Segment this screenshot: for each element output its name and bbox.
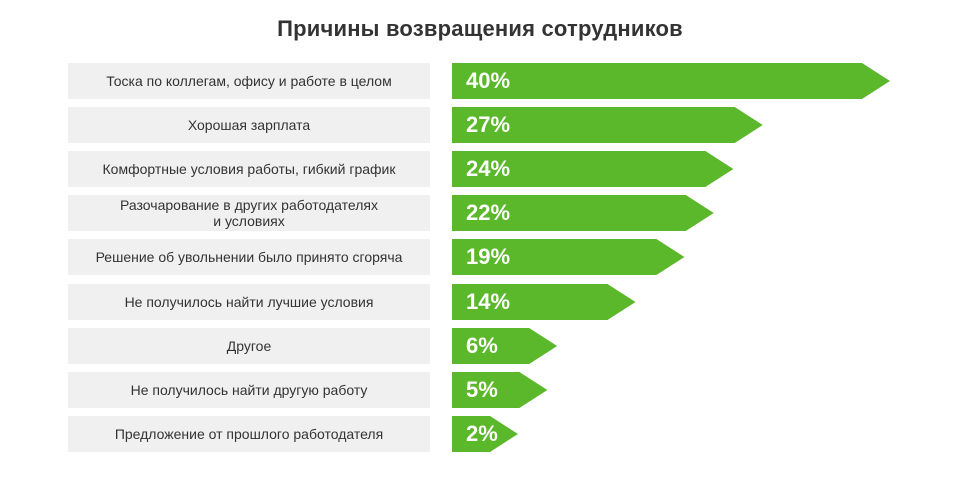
bar-value-label: 19%	[466, 244, 511, 270]
bar-row: Тоска по коллегам, офису и работе в цело…	[0, 63, 960, 99]
bar-svg	[452, 415, 518, 452]
bar-value-label: 14%	[466, 288, 511, 314]
bar-svg	[452, 195, 714, 232]
bar-value-label: 24%	[466, 156, 511, 182]
bar	[452, 327, 558, 364]
bar-row: Разочарование в других работодателях и у…	[0, 195, 960, 232]
bar	[452, 415, 518, 452]
category-label: Не получилось найти лучшие условия	[68, 283, 430, 320]
bar	[452, 239, 685, 276]
bar	[452, 195, 714, 232]
chart-title: Причины возвращения сотрудников	[277, 16, 683, 41]
category-label: Предложение от прошлого работодателя	[68, 415, 430, 452]
bar-value-label: 22%	[466, 200, 511, 226]
bar-svg	[452, 239, 685, 276]
bar	[452, 63, 890, 99]
bar-row: Не получилось найти лучшие условия 14%	[0, 283, 960, 320]
bar	[452, 283, 636, 320]
bar-svg	[452, 283, 636, 320]
category-label: Разочарование в других работодателях и у…	[68, 195, 430, 232]
bar-row: Не получилось найти другую работу 5%	[0, 371, 960, 408]
bar-row: Комфортные условия работы, гибкий график…	[0, 151, 960, 188]
category-label: Другое	[68, 327, 430, 364]
bar-row: Решение об увольнении было принято сгоря…	[0, 239, 960, 276]
category-label: Хорошая зарплата	[68, 107, 430, 144]
bar-row: Хорошая зарплата 27%	[0, 107, 960, 144]
bar-svg	[452, 107, 763, 144]
bar	[452, 371, 548, 408]
category-label: Тоска по коллегам, офису и работе в цело…	[68, 63, 430, 99]
bar-value-label: 5%	[466, 376, 498, 402]
bar-row: Другое 6%	[0, 327, 960, 364]
bar-value-label: 40%	[466, 68, 511, 93]
bar-row: Предложение от прошлого работодателя 2%	[0, 415, 960, 452]
category-label: Комфортные условия работы, гибкий график	[68, 151, 430, 188]
bar-svg	[452, 371, 548, 408]
bar	[452, 151, 734, 188]
bar	[452, 107, 763, 144]
bar-svg	[452, 151, 734, 188]
bar-value-label: 27%	[466, 112, 511, 138]
bar-svg	[452, 327, 558, 364]
category-label: Не получилось найти другую работу	[68, 371, 430, 408]
bar-value-label: 6%	[466, 332, 498, 358]
category-label: Решение об увольнении было принято сгоря…	[68, 239, 430, 276]
bar-svg	[452, 63, 890, 99]
bar-value-label: 2%	[466, 420, 498, 446]
